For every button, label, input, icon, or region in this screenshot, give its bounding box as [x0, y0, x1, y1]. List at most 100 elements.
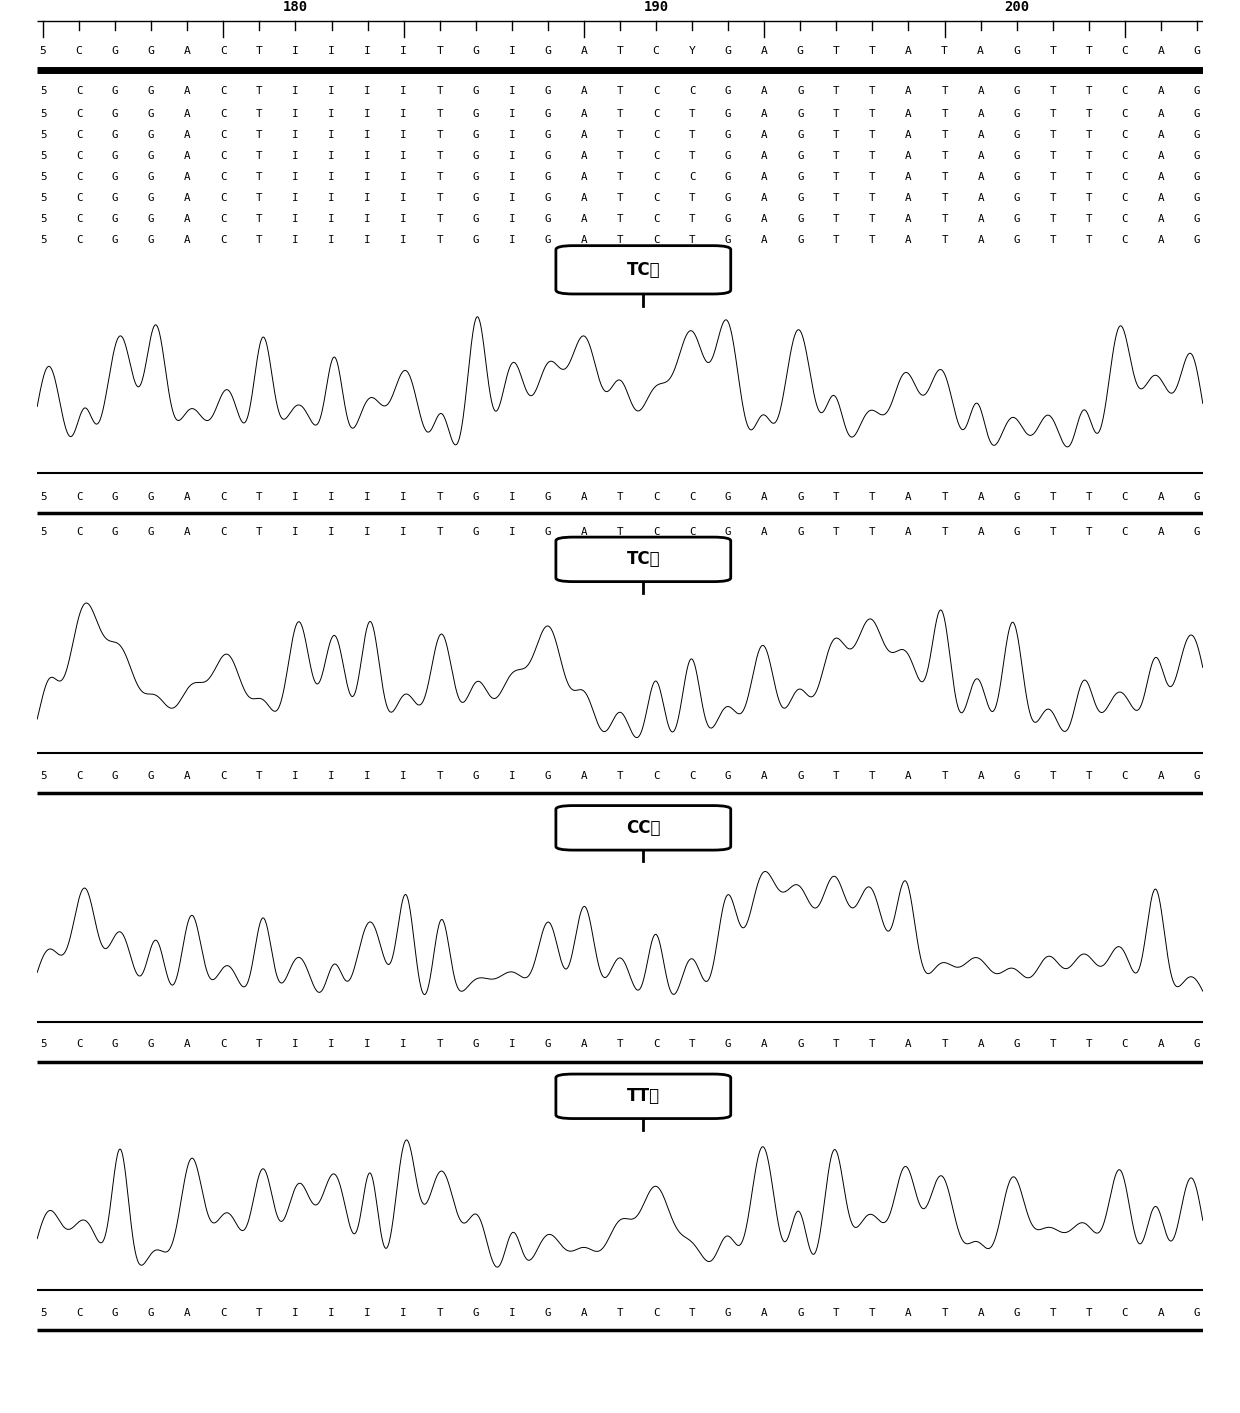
Text: C: C	[219, 770, 227, 781]
Text: G: G	[544, 1307, 551, 1318]
Text: C: C	[689, 492, 696, 502]
Text: T: T	[257, 151, 263, 161]
Text: T: T	[436, 1307, 443, 1318]
Text: 5: 5	[40, 492, 46, 502]
Text: A: A	[1158, 109, 1164, 119]
Text: T: T	[689, 194, 696, 203]
Text: G: G	[797, 1039, 804, 1050]
Text: I: I	[329, 109, 335, 119]
Text: T: T	[1049, 194, 1056, 203]
Text: T: T	[833, 770, 839, 781]
Text: T: T	[833, 236, 839, 246]
Text: T: T	[436, 109, 443, 119]
Text: I: I	[293, 86, 299, 96]
Text: G: G	[1194, 109, 1200, 119]
Text: G: G	[725, 86, 732, 96]
Text: A: A	[184, 172, 191, 182]
Text: T: T	[1085, 151, 1092, 161]
Text: G: G	[1194, 770, 1200, 781]
Text: G: G	[1194, 47, 1200, 57]
Text: G: G	[1013, 86, 1021, 96]
Text: T: T	[869, 215, 875, 225]
Text: C: C	[219, 1307, 227, 1318]
Text: 5: 5	[40, 47, 46, 57]
Text: C: C	[1121, 47, 1128, 57]
Text: A: A	[905, 47, 911, 57]
Text: G: G	[472, 47, 479, 57]
Text: T: T	[257, 770, 263, 781]
Text: G: G	[797, 1307, 804, 1318]
Text: C: C	[76, 130, 82, 140]
Text: G: G	[1194, 194, 1200, 203]
Text: T: T	[1049, 151, 1056, 161]
Text: A: A	[761, 172, 768, 182]
Text: C: C	[652, 47, 660, 57]
Text: A: A	[184, 236, 191, 246]
Text: 180: 180	[283, 0, 308, 14]
Text: A: A	[580, 86, 588, 96]
Text: T: T	[1085, 1307, 1092, 1318]
Text: C: C	[1122, 492, 1128, 502]
Text: G: G	[1013, 215, 1021, 225]
Text: C: C	[1122, 1039, 1128, 1050]
Text: T: T	[436, 236, 443, 246]
Text: T: T	[869, 172, 875, 182]
Text: A: A	[184, 527, 191, 537]
Text: C: C	[652, 194, 660, 203]
Text: T: T	[941, 492, 947, 502]
Text: G: G	[1013, 492, 1021, 502]
Text: T: T	[616, 47, 624, 57]
Text: A: A	[977, 151, 983, 161]
Text: A: A	[580, 770, 588, 781]
Text: I: I	[329, 1039, 335, 1050]
Text: C: C	[1122, 770, 1128, 781]
Text: T: T	[869, 1307, 875, 1318]
Text: T: T	[869, 194, 875, 203]
Text: T: T	[1085, 86, 1092, 96]
Text: 5: 5	[40, 194, 46, 203]
Text: C: C	[219, 86, 227, 96]
Text: G: G	[1194, 1307, 1200, 1318]
Text: T: T	[1049, 1307, 1056, 1318]
Text: A: A	[905, 109, 911, 119]
Text: T: T	[257, 109, 263, 119]
Text: A: A	[580, 236, 588, 246]
Text: T: T	[869, 236, 875, 246]
Text: I: I	[508, 527, 515, 537]
Text: T: T	[833, 215, 839, 225]
Text: G: G	[112, 492, 118, 502]
Text: G: G	[1013, 172, 1021, 182]
Text: A: A	[1158, 86, 1164, 96]
Text: I: I	[293, 1039, 299, 1050]
Text: G: G	[1013, 130, 1021, 140]
Text: G: G	[148, 172, 155, 182]
Text: G: G	[725, 130, 732, 140]
FancyBboxPatch shape	[556, 1074, 730, 1119]
Text: A: A	[1158, 527, 1164, 537]
Text: A: A	[977, 130, 983, 140]
Text: T: T	[436, 770, 443, 781]
Text: G: G	[1194, 492, 1200, 502]
Text: T: T	[1049, 1039, 1056, 1050]
Text: C: C	[219, 527, 227, 537]
Text: I: I	[508, 1307, 515, 1318]
Text: G: G	[148, 151, 155, 161]
Text: T: T	[689, 109, 696, 119]
Text: C: C	[1122, 236, 1128, 246]
Text: G: G	[724, 47, 732, 57]
Text: I: I	[329, 215, 335, 225]
Text: T: T	[833, 172, 839, 182]
Text: A: A	[905, 215, 911, 225]
Text: TT型: TT型	[626, 1088, 660, 1105]
Text: A: A	[761, 527, 768, 537]
Text: C: C	[219, 47, 227, 57]
Text: G: G	[544, 236, 551, 246]
Text: T: T	[1049, 215, 1056, 225]
Text: A: A	[761, 86, 768, 96]
Text: I: I	[293, 770, 299, 781]
Text: T: T	[436, 172, 443, 182]
Text: A: A	[977, 109, 983, 119]
Text: A: A	[905, 770, 911, 781]
Text: T: T	[869, 151, 875, 161]
Text: A: A	[761, 770, 768, 781]
